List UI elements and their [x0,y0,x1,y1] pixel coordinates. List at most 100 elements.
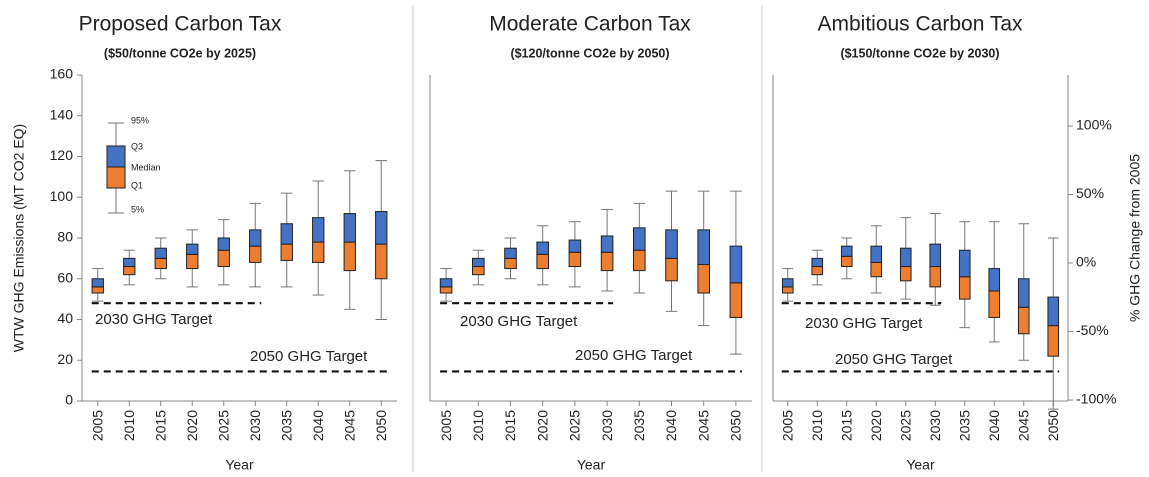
y2-tick-label: 0% [1076,254,1096,270]
box-upper [217,237,230,251]
y-tick-label: 100 [50,188,74,204]
x-tick-label: 2020 [184,410,200,441]
x-tick-label: 2045 [341,410,357,441]
x-tick-label: 2030 [927,410,943,441]
y2-tick-label: -50% [1076,322,1109,338]
x-tick-label: 2030 [599,410,615,441]
target-label: 2030 GHG Target [460,313,578,330]
box-lower [154,257,167,270]
x-tick-label: 2015 [502,410,518,441]
key-label: Q1 [131,180,143,190]
target-label: 2030 GHG Target [805,315,923,332]
x-tick-label: 2040 [986,410,1002,441]
box-lower [504,257,517,270]
panel-title: Proposed Carbon Tax [79,13,282,36]
box-upper [781,278,794,288]
x-tick-label: 2035 [631,410,647,441]
box-lower [600,251,614,272]
box-lower [1017,306,1030,335]
box-upper [697,229,710,265]
box-lower [186,253,199,270]
box-upper [988,268,1001,292]
key-label: 95% [131,115,149,125]
x-tick-label: 2020 [868,410,884,441]
box-lower [665,257,678,282]
box-upper [600,235,614,253]
box-upper [536,241,549,255]
box-lower [633,249,646,272]
key-lower [106,166,126,189]
box-lower [568,251,582,268]
box-upper [91,278,104,288]
x-axis-label: Year [225,457,254,473]
box-upper [929,243,942,268]
x-tick-label: 2010 [470,410,486,441]
box-lower [472,266,485,276]
box-lower [536,253,549,270]
x-tick-label: 2030 [247,410,263,441]
box-lower [123,266,136,276]
box-upper [1047,296,1060,327]
key-upper [106,145,126,168]
box-lower [870,261,883,278]
x-tick-label: 2015 [838,410,854,441]
box-upper [154,247,167,259]
key-label: 5% [131,204,144,214]
y-tick-label: 40 [57,310,73,326]
x-tick-label: 2005 [89,410,105,441]
target-label: 2050 GHG Target [835,351,953,368]
box-lower [988,290,1001,318]
x-tick-label: 2040 [310,410,326,441]
box-upper [665,229,678,259]
key-label: Q3 [131,141,143,151]
x-tick-label: 2025 [897,410,913,441]
box-upper [870,245,883,263]
x-tick-label: 2025 [215,410,231,441]
x-tick-label: 2045 [1015,410,1031,441]
x-tick-label: 2050 [728,410,744,441]
box-lower [249,245,262,263]
box-lower [91,286,104,294]
panel-title: Ambitious Carbon Tax [817,13,1023,36]
box-lower [781,286,794,294]
x-tick-label: 2050 [1045,410,1061,441]
box-upper [633,227,646,251]
box-upper [1017,278,1030,308]
box-upper [343,213,356,243]
box-upper [375,211,388,245]
target-label: 2050 GHG Target [575,347,693,364]
box-lower [312,241,325,263]
x-axis-label: Year [906,457,935,473]
x-tick-label: 2025 [567,410,583,441]
panel-subtitle: ($120/tonne CO2e by 2050) [510,46,669,60]
box-upper [568,239,582,253]
key-label: Median [131,162,161,172]
box-upper [899,247,912,268]
y-tick-label: 80 [57,229,73,245]
box-upper [439,278,453,288]
box-upper [958,249,971,278]
box-upper [729,245,743,284]
box-lower [375,243,388,280]
panel-title: Moderate Carbon Tax [489,13,691,36]
box-lower [439,286,453,294]
y2-axis-label: % GHG Change from 2005 [1127,154,1143,322]
box-upper [312,217,325,243]
box-lower [811,266,824,276]
x-tick-label: 2005 [779,410,795,441]
panel-subtitle: ($50/tonne CO2e by 2025) [104,46,256,60]
box-lower [697,263,710,294]
box-lower [929,266,942,288]
x-tick-label: 2015 [152,410,168,441]
y-tick-label: 160 [50,66,74,82]
y2-tick-label: 100% [1076,117,1112,133]
target-label: 2030 GHG Target [95,311,213,328]
box-upper [811,257,824,268]
x-tick-label: 2050 [373,410,389,441]
x-tick-label: 2020 [534,410,550,441]
y2-tick-label: -100% [1076,391,1116,407]
target-label: 2050 GHG Target [250,348,368,365]
box-upper [280,223,293,245]
x-tick-label: 2035 [956,410,972,441]
